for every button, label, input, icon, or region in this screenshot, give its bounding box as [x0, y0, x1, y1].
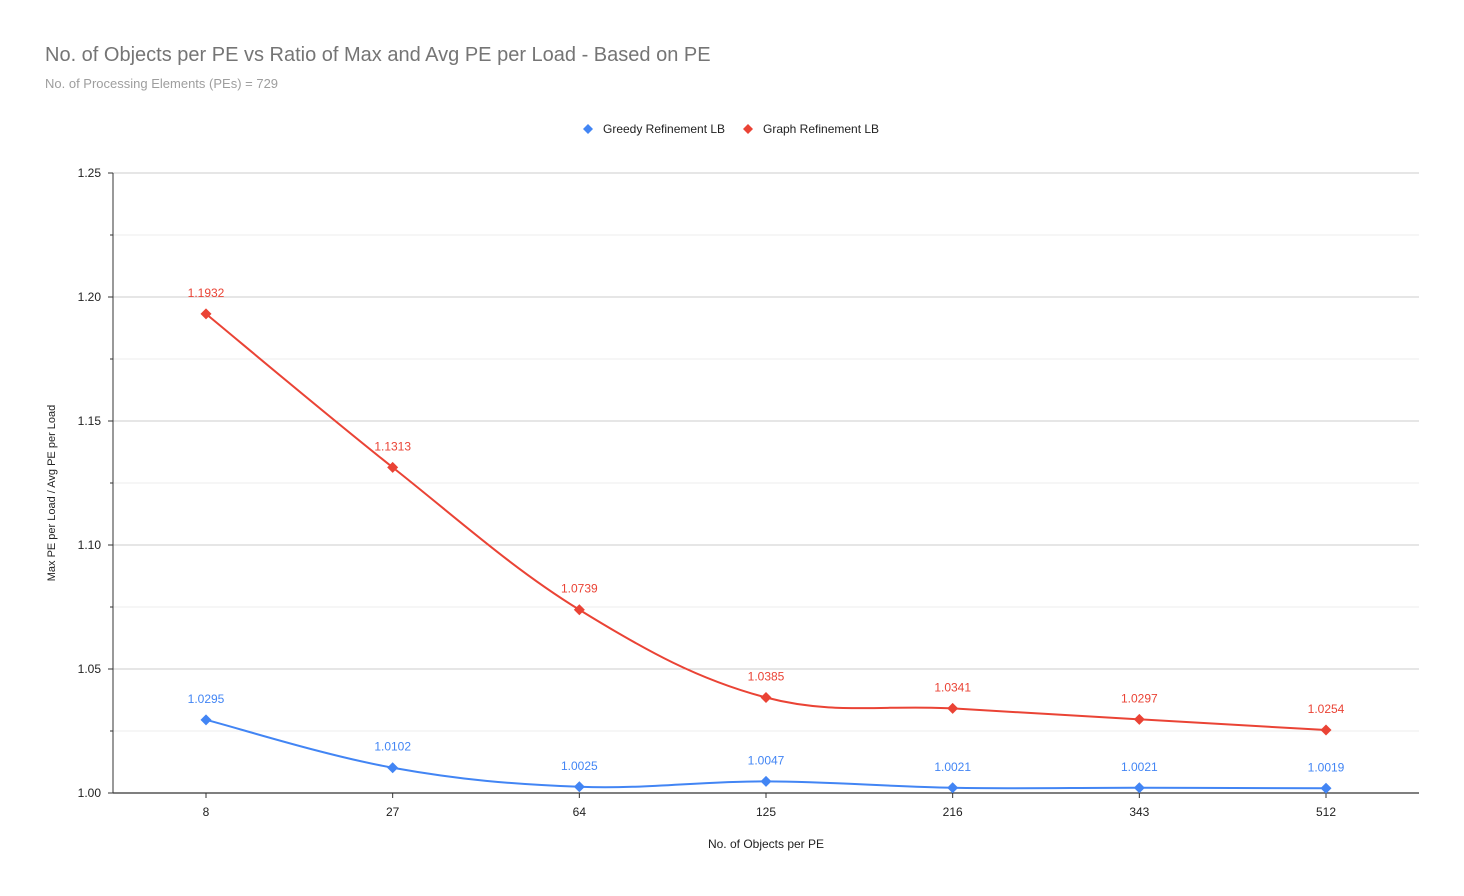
- data-point: [387, 461, 399, 473]
- data-point: [1133, 713, 1145, 725]
- y-tick-label: 1.10: [78, 538, 102, 552]
- y-tick-label: 1.20: [78, 290, 102, 304]
- x-tick-label: 343: [1129, 805, 1149, 819]
- series-graph-refinement-lb: 1.1932 1.1313 1.0739 1.0385 1.0341 1.0297 1.02…: [188, 286, 1345, 736]
- x-tick-label: 8: [203, 805, 210, 819]
- data-point: [947, 782, 959, 794]
- data-label: 1.0047: [748, 753, 785, 767]
- grid-layer: [113, 172, 1419, 732]
- data-label: 1.1313: [374, 439, 411, 453]
- data-point: [573, 604, 585, 616]
- series-line: [205, 313, 1327, 732]
- data-label: 1.0297: [1121, 691, 1158, 705]
- y-tick-label: 1.15: [78, 414, 102, 428]
- data-point: [1133, 782, 1145, 794]
- data-label: 1.0021: [934, 760, 971, 774]
- data-point: [200, 308, 212, 320]
- x-tick-label: 27: [386, 805, 400, 819]
- x-tick-label: 125: [756, 805, 776, 819]
- y-axis-title: Max PE per Load / Avg PE per Load: [46, 405, 58, 582]
- data-point: [573, 781, 585, 793]
- data-label: 1.0025: [561, 759, 598, 773]
- x-tick-label: 216: [943, 805, 963, 819]
- data-label: 1.0341: [934, 680, 971, 694]
- x-axis-title: No. of Objects per PE: [708, 837, 824, 851]
- data-point: [760, 775, 772, 787]
- data-label: 1.0385: [748, 670, 785, 684]
- legend-label: Graph Refinement LB: [763, 122, 879, 136]
- legend-marker: [743, 124, 753, 134]
- data-label: 1.0019: [1308, 760, 1345, 774]
- legend-item: Graph Refinement LB: [743, 122, 879, 136]
- y-tick-label: 1.00: [78, 786, 102, 800]
- data-label: 1.0254: [1308, 702, 1345, 716]
- chart-title: No. of Objects per PE vs Ratio of Max an…: [45, 44, 711, 66]
- data-label: 1.0295: [188, 692, 225, 706]
- x-tick-label: 64: [573, 805, 587, 819]
- y-tick-label: 1.05: [78, 662, 102, 676]
- series-greedy-refinement-lb: 1.0295 1.0102 1.0025 1.0047 1.0021 1.0021 1.00…: [188, 692, 1345, 794]
- legend: Greedy Refinement LB Graph Refinement LB: [583, 122, 879, 136]
- axis-layer: 1.00 1.05 1.10 1.15 1.20 1.25 8 27 64 125 216 343 51…: [78, 166, 1419, 819]
- data-label: 1.0739: [561, 582, 598, 596]
- series-layer: 1.0295 1.0102 1.0025 1.0047 1.0021 1.0021 1.00…: [188, 286, 1345, 794]
- x-tick-label: 512: [1316, 805, 1336, 819]
- data-point: [200, 714, 212, 726]
- data-point: [1320, 724, 1332, 736]
- legend-label: Greedy Refinement LB: [603, 122, 725, 136]
- data-point: [760, 692, 772, 704]
- data-label: 1.0021: [1121, 760, 1158, 774]
- data-label: 1.1932: [188, 286, 225, 300]
- data-label: 1.0102: [374, 740, 411, 754]
- data-point: [1320, 782, 1332, 794]
- data-point: [387, 762, 399, 774]
- data-point: [947, 702, 959, 714]
- y-tick-label: 1.25: [78, 166, 102, 180]
- chart-subtitle: No. of Processing Elements (PEs) = 729: [45, 76, 279, 91]
- legend-item: Greedy Refinement LB: [583, 122, 725, 136]
- legend-marker: [583, 124, 593, 134]
